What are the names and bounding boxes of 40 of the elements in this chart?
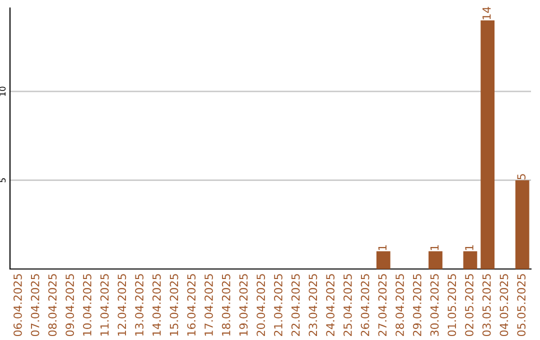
bar — [463, 251, 478, 269]
x-tick-label: 25.04.2025 — [343, 274, 352, 336]
bar — [480, 20, 495, 269]
x-tick-label: 30.04.2025 — [430, 274, 439, 336]
x-tick-label: 12.04.2025 — [118, 274, 126, 336]
x-tick-label: 11.04.2025 — [100, 274, 109, 336]
data-label: 5 — [517, 174, 526, 180]
x-tick-label: 06.04.2025 — [14, 274, 22, 336]
x-tick-label: 17.04.2025 — [204, 274, 213, 336]
x-tick-label: 23.04.2025 — [308, 274, 318, 336]
x-tick-label: 08.04.2025 — [48, 274, 57, 336]
x-tick-label: 18.04.2025 — [222, 274, 230, 336]
x-tick-label: 14.04.2025 — [152, 274, 161, 336]
x-tick-label: 09.04.2025 — [66, 274, 74, 336]
x-tick-label: 05.05.2025 — [517, 274, 526, 336]
data-label: 1 — [378, 245, 386, 250]
x-tick-label: 03.05.2025 — [482, 274, 491, 336]
x-tick-label: 16.04.2025 — [187, 274, 196, 336]
bar — [428, 251, 442, 269]
x-tick-label: 04.05.2025 — [500, 274, 508, 336]
x-tick-label: 01.05.2025 — [448, 274, 456, 336]
x-tick-label: 13.04.2025 — [135, 274, 144, 336]
data-label: 1 — [430, 245, 439, 250]
x-tick-label: 27.04.2025 — [378, 274, 387, 336]
x-tick-label: 02.05.2025 — [465, 274, 474, 336]
x-tick-label: 28.04.2025 — [396, 274, 404, 336]
x-tick-label: 10.04.2025 — [82, 274, 92, 336]
x-tick-label: 24.04.2025 — [326, 274, 335, 336]
x-tick-label: 07.04.2025 — [30, 274, 40, 336]
x-tick-label: 26.04.2025 — [360, 274, 370, 336]
bar — [376, 251, 390, 269]
x-tick-label: 21.04.2025 — [274, 274, 282, 336]
x-tick-label: 15.04.2025 — [170, 274, 178, 336]
x-tick-label: 20.04.2025 — [256, 274, 266, 336]
x-tick-label: 29.04.2025 — [412, 274, 422, 336]
data-label: 14 — [482, 6, 491, 20]
x-tick-label: 19.04.2025 — [239, 274, 248, 336]
x-tick-label: 22.04.2025 — [291, 274, 300, 336]
data-label: 1 — [465, 245, 474, 250]
bar — [515, 180, 530, 269]
